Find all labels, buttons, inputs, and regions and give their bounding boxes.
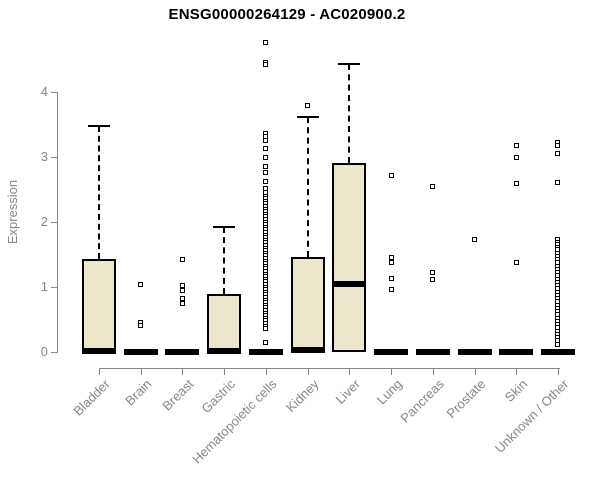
median-bar <box>332 281 367 288</box>
x-axis-tick <box>182 368 184 375</box>
outlier-point <box>263 185 269 191</box>
outlier-point <box>179 300 185 306</box>
x-axis-line <box>99 368 560 369</box>
y-axis-line <box>57 92 58 353</box>
x-axis-tick <box>307 368 309 375</box>
x-axis-category-label: Pancreas <box>397 376 447 426</box>
outlier-point <box>263 62 269 68</box>
x-axis-tick <box>99 368 100 375</box>
outlier-point <box>513 154 519 160</box>
outlier-point <box>263 326 269 332</box>
x-axis-category-label: Hematopoietic cells <box>189 376 280 467</box>
outlier-point <box>555 150 561 156</box>
box-body <box>332 162 367 352</box>
median-bar <box>165 349 200 355</box>
y-axis-tick <box>51 222 57 223</box>
x-axis-tick <box>224 368 226 375</box>
whisker-cap <box>338 63 361 66</box>
outlier-point <box>263 163 269 169</box>
whisker-line <box>98 126 100 260</box>
outlier-point <box>263 146 269 152</box>
outlier-point <box>430 184 436 190</box>
x-axis-tick <box>557 368 559 375</box>
outlier-point <box>263 170 269 176</box>
outlier-point <box>138 322 144 328</box>
x-axis-category-label: Kidney <box>282 376 322 416</box>
outlier-point <box>179 288 185 294</box>
y-axis-tick-label: 3 <box>40 149 48 164</box>
outlier-point <box>513 259 519 265</box>
box-body <box>207 294 242 352</box>
outlier-point <box>263 137 269 143</box>
whisker-line <box>306 116 309 258</box>
y-axis-tick-label: 2 <box>40 214 48 229</box>
whisker-cap <box>213 225 236 228</box>
outlier-point <box>263 155 269 161</box>
median-bar <box>540 349 575 355</box>
box-body <box>290 257 325 352</box>
outlier-point <box>138 281 144 287</box>
median-bar <box>207 347 242 354</box>
outlier-point <box>388 276 394 282</box>
y-axis-tick <box>51 352 57 353</box>
x-axis-category-label: Bladder <box>70 376 113 419</box>
outlier-point <box>430 276 436 282</box>
median-bar <box>123 349 158 355</box>
outlier-point <box>263 178 269 184</box>
median-bar <box>374 349 409 355</box>
outlier-point <box>555 341 561 347</box>
median-bar <box>457 349 492 355</box>
median-bar <box>248 349 283 355</box>
median-bar <box>290 347 325 354</box>
x-axis-category-label: Unknown / Other <box>492 376 572 456</box>
outlier-point <box>388 172 394 178</box>
median-bar <box>82 347 116 354</box>
box-body <box>82 259 116 352</box>
x-axis-tick <box>391 368 393 375</box>
x-axis-category-label: Liver <box>332 376 364 407</box>
outlier-point <box>555 179 561 185</box>
outlier-point <box>179 295 185 301</box>
y-axis-tick-label: 0 <box>40 344 48 359</box>
x-axis-tick <box>265 368 267 375</box>
outlier-point <box>263 40 269 46</box>
x-axis-category-label: Lung <box>373 376 405 408</box>
x-axis-tick <box>349 368 351 375</box>
y-axis-label: Expression <box>5 179 20 245</box>
outlier-point <box>555 142 561 148</box>
whisker-line <box>348 64 351 163</box>
outlier-point <box>305 102 311 108</box>
outlier-point <box>388 287 394 293</box>
whisker-line <box>223 226 226 295</box>
x-axis-tick <box>140 368 142 375</box>
median-bar <box>499 349 534 355</box>
median-bar <box>415 349 450 355</box>
outlier-point <box>179 256 185 262</box>
x-axis-category-label: Skin <box>501 376 531 405</box>
x-axis-category-label: Prostate <box>443 376 489 422</box>
whisker-cap <box>88 125 110 128</box>
chart-title: ENSG00000264129 - AC020900.2 <box>168 6 406 23</box>
x-axis-category-label: Gastric <box>198 376 239 417</box>
outlier-point <box>430 269 436 275</box>
outlier-point <box>263 339 269 345</box>
x-axis-tick <box>432 368 434 375</box>
x-axis-tick <box>474 368 476 375</box>
x-axis-category-label: Breast <box>159 376 197 414</box>
x-axis-category-label: Brain <box>122 376 155 409</box>
outlier-point <box>472 237 478 243</box>
outlier-point <box>513 180 519 186</box>
y-axis-tick-label: 1 <box>40 279 48 294</box>
outlier-point <box>388 259 394 265</box>
outlier-point <box>388 254 394 260</box>
y-axis-tick-label: 4 <box>40 84 48 99</box>
y-axis-tick <box>51 287 57 288</box>
y-axis-tick <box>51 157 57 158</box>
outlier-point <box>513 143 519 149</box>
outlier-point <box>179 283 185 289</box>
whisker-cap <box>296 115 319 118</box>
x-axis-tick <box>516 368 518 375</box>
y-axis-tick <box>51 92 57 93</box>
